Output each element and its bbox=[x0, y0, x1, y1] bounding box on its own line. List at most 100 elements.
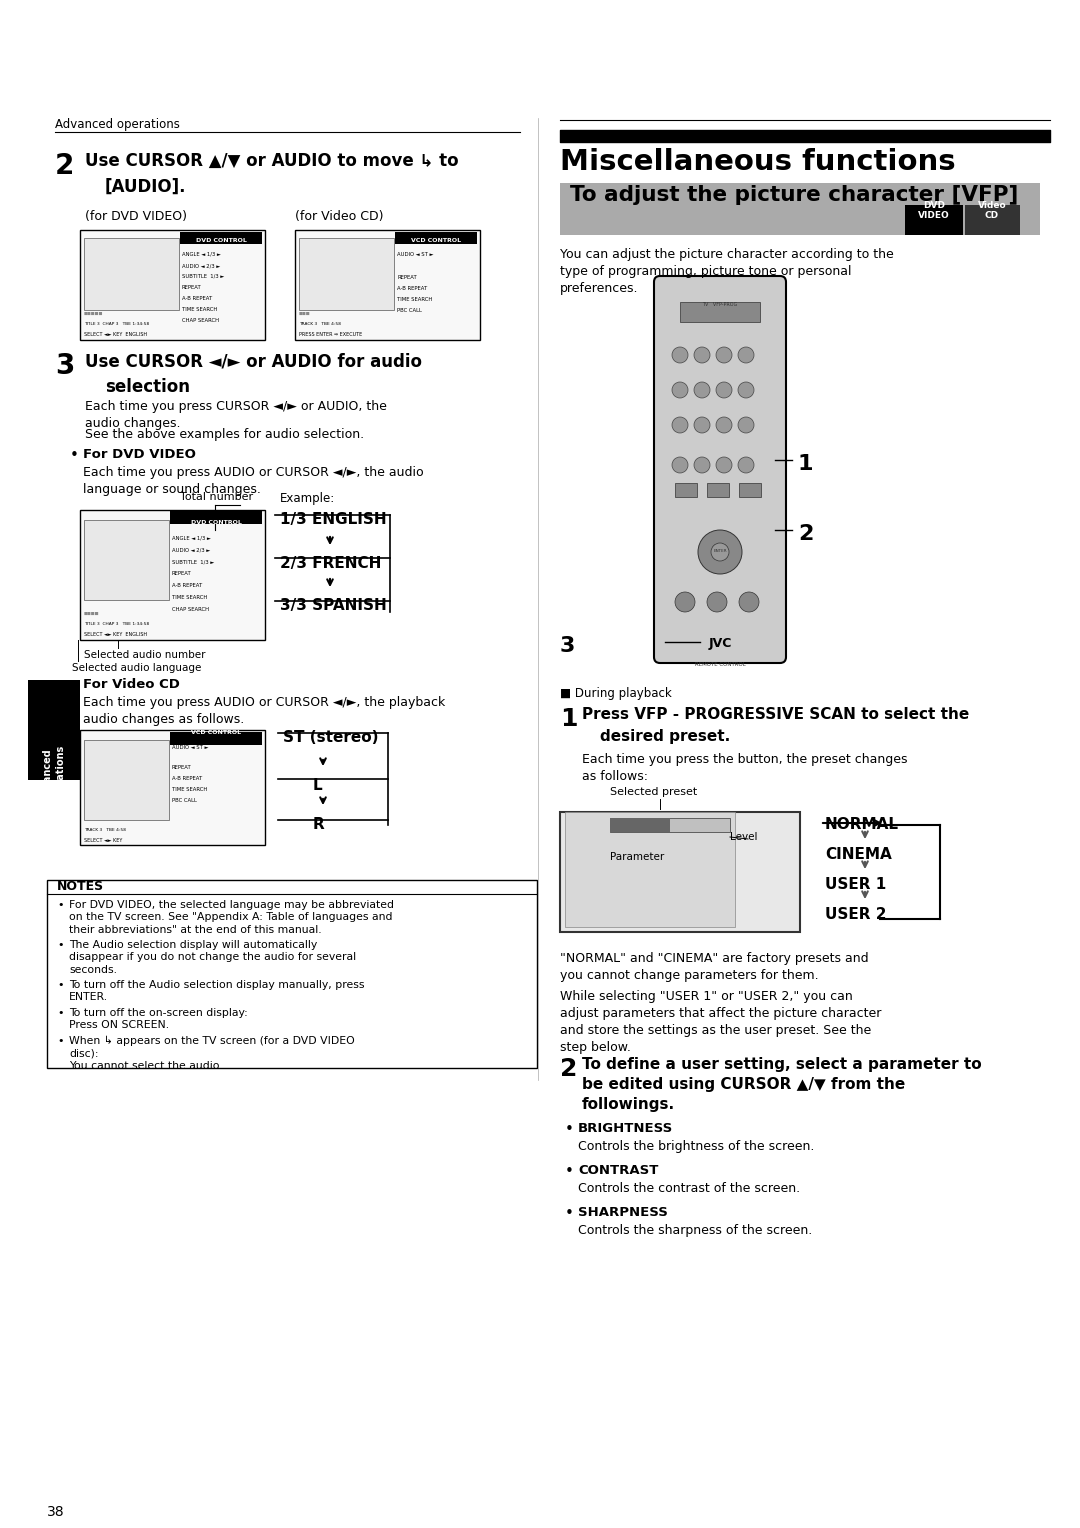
Bar bbox=[565, 811, 735, 927]
Text: Each time you press AUDIO or CURSOR ◄/►, the playback
audio changes as follows.: Each time you press AUDIO or CURSOR ◄/►,… bbox=[83, 695, 445, 726]
Circle shape bbox=[738, 457, 754, 474]
Text: (for Video CD): (for Video CD) bbox=[295, 209, 383, 223]
Text: 2: 2 bbox=[798, 524, 813, 544]
Text: 1: 1 bbox=[798, 454, 813, 474]
Circle shape bbox=[711, 542, 729, 561]
Text: "NORMAL" and "CINEMA" are factory presets and
you cannot change parameters for t: "NORMAL" and "CINEMA" are factory preset… bbox=[561, 952, 868, 983]
Text: For DVD VIDEO, the selected language may be abbreviated
on the TV screen. See "A: For DVD VIDEO, the selected language may… bbox=[69, 900, 394, 935]
Bar bbox=[299, 238, 394, 310]
Text: TIME SEARCH: TIME SEARCH bbox=[183, 307, 217, 312]
Text: TRACK 3   TBE 4:58: TRACK 3 TBE 4:58 bbox=[299, 322, 341, 325]
Circle shape bbox=[716, 417, 732, 432]
Text: ■■■: ■■■ bbox=[299, 312, 311, 316]
Text: Selected audio language: Selected audio language bbox=[72, 663, 201, 672]
Text: The Audio selection display will automatically
disappear if you do not change th: The Audio selection display will automat… bbox=[69, 940, 356, 975]
Text: •: • bbox=[565, 1122, 573, 1137]
Text: Each time you press CURSOR ◄/► or AUDIO, the
audio changes.: Each time you press CURSOR ◄/► or AUDIO,… bbox=[85, 400, 387, 429]
Text: To adjust the picture character [VFP]: To adjust the picture character [VFP] bbox=[570, 185, 1018, 205]
Bar bbox=[80, 231, 265, 341]
Text: Advanced operations: Advanced operations bbox=[55, 118, 180, 131]
Circle shape bbox=[672, 382, 688, 397]
Text: CINEMA: CINEMA bbox=[825, 847, 892, 862]
Text: TRACK 3   TBE 4:58: TRACK 3 TBE 4:58 bbox=[84, 828, 126, 833]
Text: [AUDIO].: [AUDIO]. bbox=[105, 177, 187, 196]
Circle shape bbox=[672, 347, 688, 364]
Text: VCD CONTROL: VCD CONTROL bbox=[410, 238, 461, 243]
Text: DVD CONTROL: DVD CONTROL bbox=[190, 520, 242, 526]
Text: •: • bbox=[57, 1036, 64, 1047]
Text: See the above examples for audio selection.: See the above examples for audio selecti… bbox=[85, 428, 364, 442]
Bar bbox=[610, 817, 670, 833]
Text: For Video CD: For Video CD bbox=[83, 678, 180, 691]
Circle shape bbox=[738, 382, 754, 397]
Text: PBC CALL: PBC CALL bbox=[397, 309, 422, 313]
Text: TIME SEARCH: TIME SEARCH bbox=[172, 787, 207, 792]
Text: 3/3 SPANISH: 3/3 SPANISH bbox=[280, 597, 387, 613]
Text: Controls the contrast of the screen.: Controls the contrast of the screen. bbox=[578, 1183, 800, 1195]
Bar bbox=[84, 520, 168, 601]
Text: •: • bbox=[70, 448, 79, 463]
Bar bbox=[80, 730, 265, 845]
Text: 2/3 FRENCH: 2/3 FRENCH bbox=[280, 556, 381, 571]
Circle shape bbox=[707, 591, 727, 613]
FancyBboxPatch shape bbox=[654, 277, 786, 663]
Text: CHAP SEARCH: CHAP SEARCH bbox=[183, 318, 219, 322]
Text: NORMAL: NORMAL bbox=[825, 817, 899, 833]
Text: 1/3 ENGLISH: 1/3 ENGLISH bbox=[280, 512, 387, 527]
Circle shape bbox=[738, 417, 754, 432]
Text: desired preset.: desired preset. bbox=[600, 729, 730, 744]
Text: For DVD VIDEO: For DVD VIDEO bbox=[83, 448, 195, 461]
Text: Advanced
operations: Advanced operations bbox=[43, 746, 65, 804]
Circle shape bbox=[716, 347, 732, 364]
Bar bbox=[170, 732, 262, 746]
Text: SELECT ◄► KEY  ENGLISH: SELECT ◄► KEY ENGLISH bbox=[84, 332, 147, 338]
Circle shape bbox=[672, 417, 688, 432]
Bar bbox=[561, 811, 800, 932]
Text: 38: 38 bbox=[48, 1505, 65, 1519]
Text: DVD CONTROL: DVD CONTROL bbox=[195, 238, 246, 243]
Bar bbox=[84, 740, 168, 821]
Bar bbox=[170, 510, 262, 524]
Text: Each time you press the button, the preset changes
as follows:: Each time you press the button, the pres… bbox=[582, 753, 907, 782]
Text: To define a user setting, select a parameter to
be edited using CURSOR ▲/▼ from : To define a user setting, select a param… bbox=[582, 1057, 982, 1111]
Text: ST (stereo): ST (stereo) bbox=[283, 730, 378, 746]
Text: 2: 2 bbox=[561, 1057, 578, 1080]
Text: SUBTITLE  1/3 ►: SUBTITLE 1/3 ► bbox=[172, 559, 214, 564]
Bar bbox=[905, 205, 963, 235]
Text: You can adjust the picture character according to the
type of programming, pictu: You can adjust the picture character acc… bbox=[561, 248, 894, 295]
Text: R: R bbox=[313, 817, 325, 833]
Circle shape bbox=[739, 591, 759, 613]
Text: Selected preset: Selected preset bbox=[610, 787, 698, 798]
Text: CONTRAST: CONTRAST bbox=[578, 1164, 659, 1177]
Text: •: • bbox=[70, 678, 79, 694]
Text: Parameter: Parameter bbox=[610, 853, 664, 862]
Text: Controls the sharpness of the screen.: Controls the sharpness of the screen. bbox=[578, 1224, 812, 1238]
Bar bbox=[680, 303, 760, 322]
Text: REPEAT: REPEAT bbox=[183, 286, 202, 290]
Text: Video
CD: Video CD bbox=[977, 202, 1007, 220]
Text: Use CURSOR ▲/▼ or AUDIO to move ↳ to: Use CURSOR ▲/▼ or AUDIO to move ↳ to bbox=[85, 151, 459, 170]
Text: •: • bbox=[57, 900, 64, 911]
Text: ENTER: ENTER bbox=[713, 549, 727, 553]
Text: To turn off the on-screen display:
Press ON SCREEN.: To turn off the on-screen display: Press… bbox=[69, 1008, 247, 1030]
Text: Selected audio number: Selected audio number bbox=[84, 649, 205, 660]
Text: BRIGHTNESS: BRIGHTNESS bbox=[578, 1122, 673, 1135]
Bar bbox=[295, 231, 480, 341]
Text: Press VFP - PROGRESSIVE SCAN to select the: Press VFP - PROGRESSIVE SCAN to select t… bbox=[582, 707, 969, 723]
Bar bbox=[610, 817, 730, 833]
Text: NOTES: NOTES bbox=[57, 880, 104, 892]
Bar bbox=[707, 483, 729, 497]
Text: SHARPNESS: SHARPNESS bbox=[578, 1206, 667, 1219]
Text: REPEAT: REPEAT bbox=[172, 571, 192, 576]
Text: To turn off the Audio selection display manually, press
ENTER.: To turn off the Audio selection display … bbox=[69, 979, 365, 1002]
Text: REMOTE CONTROL: REMOTE CONTROL bbox=[694, 662, 745, 668]
Circle shape bbox=[698, 530, 742, 575]
Text: Use CURSOR ◄/► or AUDIO for audio: Use CURSOR ◄/► or AUDIO for audio bbox=[85, 351, 422, 370]
Text: ANGLE ◄ 1/3 ►: ANGLE ◄ 1/3 ► bbox=[172, 535, 211, 539]
Text: AUDIO ◄ ST ►: AUDIO ◄ ST ► bbox=[172, 746, 208, 750]
Circle shape bbox=[675, 591, 696, 613]
Bar bbox=[966, 205, 1020, 235]
Text: USER 1: USER 1 bbox=[825, 877, 887, 892]
Bar bbox=[28, 680, 80, 779]
Text: AUDIO ◄ ST ►: AUDIO ◄ ST ► bbox=[397, 252, 433, 257]
